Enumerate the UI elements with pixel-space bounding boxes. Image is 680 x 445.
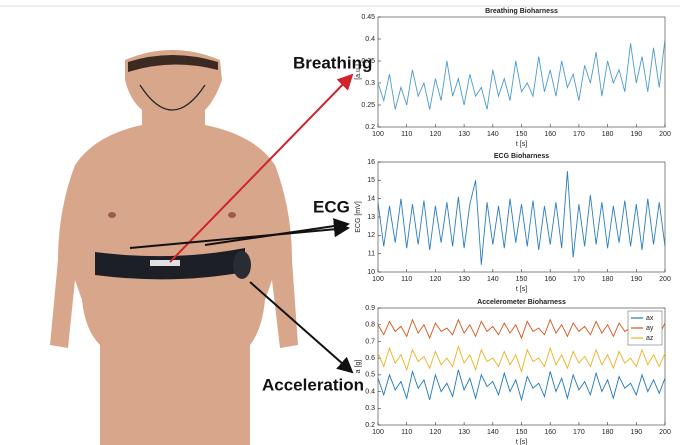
y-tick-label: 11 [368, 251, 375, 258]
x-tick-label: 120 [430, 276, 442, 283]
y-tick-label: 0.45 [361, 14, 375, 21]
nipple [228, 212, 236, 218]
x-tick-label: 190 [630, 429, 642, 436]
signal-label: ECG [313, 197, 350, 216]
legend-label: ay [646, 325, 654, 332]
signal-label: Acceleration [262, 375, 364, 394]
y-tick-label: 0.2 [365, 124, 375, 131]
x-tick-label: 120 [430, 429, 442, 436]
y-tick-label: 0.7 [365, 338, 375, 345]
y-tick-label: 15 [367, 177, 375, 184]
x-tick-label: 120 [430, 131, 442, 138]
chart-title: Accelerometer Bioharness [477, 299, 566, 306]
x-tick-label: 130 [458, 429, 470, 436]
x-tick-label: 180 [602, 276, 614, 283]
x-tick-label: 170 [573, 131, 585, 138]
x-tick-label: 200 [659, 276, 671, 283]
legend-label: az [646, 335, 654, 342]
y-tick-label: 16 [367, 159, 375, 166]
y-tick-label: 10 [367, 269, 375, 276]
x-tick-label: 170 [573, 429, 585, 436]
y-tick-label: 13 [367, 214, 375, 221]
x-tick-label: 180 [602, 131, 614, 138]
y-tick-label: 14 [367, 196, 375, 203]
x-tick-label: 140 [487, 429, 499, 436]
y-tick-label: 0.25 [361, 102, 375, 109]
sensor-module [233, 251, 251, 279]
x-tick-label: 180 [602, 429, 614, 436]
chart-title: ECG Bioharness [494, 153, 549, 160]
x-tick-label: 140 [487, 276, 499, 283]
x-tick-label: 110 [401, 131, 412, 138]
x-tick-label: 200 [659, 429, 671, 436]
x-axis-label: t [s] [516, 439, 527, 445]
plot-area [378, 162, 665, 272]
y-tick-label: 0.4 [365, 36, 375, 43]
y-tick-label: 0.9 [365, 305, 375, 312]
y-tick-label: 0.3 [365, 80, 375, 87]
torso [50, 50, 298, 445]
y-tick-label: 0.5 [365, 372, 375, 379]
x-tick-label: 150 [516, 276, 528, 283]
x-tick-label: 170 [573, 276, 585, 283]
x-tick-label: 100 [372, 131, 384, 138]
strap-logo [150, 260, 180, 266]
figure: Breathing ECG Acceleration Breathing Bio… [0, 0, 680, 445]
x-tick-label: 140 [487, 131, 499, 138]
plot-area [378, 17, 665, 127]
y-tick-label: 0.8 [365, 322, 375, 329]
y-tick-label: 0.35 [361, 58, 375, 65]
y-tick-label: 12 [367, 232, 375, 239]
plot-area [378, 308, 665, 425]
x-tick-label: 200 [659, 131, 671, 138]
y-axis-label: a [g] [355, 360, 362, 374]
x-tick-label: 160 [544, 276, 556, 283]
x-tick-label: 190 [630, 276, 642, 283]
nipple [108, 212, 116, 218]
x-axis-label: t [s] [516, 286, 527, 293]
x-tick-label: 130 [458, 276, 470, 283]
y-tick-label: 0.2 [365, 422, 375, 429]
photo [50, 50, 298, 445]
y-axis-label: ECG [mV] [355, 201, 362, 233]
x-tick-label: 100 [372, 429, 384, 436]
arrow [250, 282, 352, 372]
y-tick-label: 0.3 [365, 405, 375, 412]
y-axis-label: [a.u.] [355, 64, 362, 80]
y-tick-label: 0.6 [365, 355, 375, 362]
legend-label: ax [646, 315, 654, 322]
x-tick-label: 150 [516, 429, 528, 436]
x-tick-label: 160 [544, 131, 556, 138]
x-tick-label: 130 [458, 131, 470, 138]
x-tick-label: 110 [401, 276, 412, 283]
x-tick-label: 190 [630, 131, 642, 138]
x-tick-label: 160 [544, 429, 556, 436]
y-tick-label: 0.4 [365, 388, 375, 395]
x-tick-label: 100 [372, 276, 384, 283]
chart-title: Breathing Bioharness [485, 8, 558, 15]
x-tick-label: 110 [401, 429, 412, 436]
x-axis-label: t [s] [516, 141, 527, 148]
x-tick-label: 150 [516, 131, 528, 138]
